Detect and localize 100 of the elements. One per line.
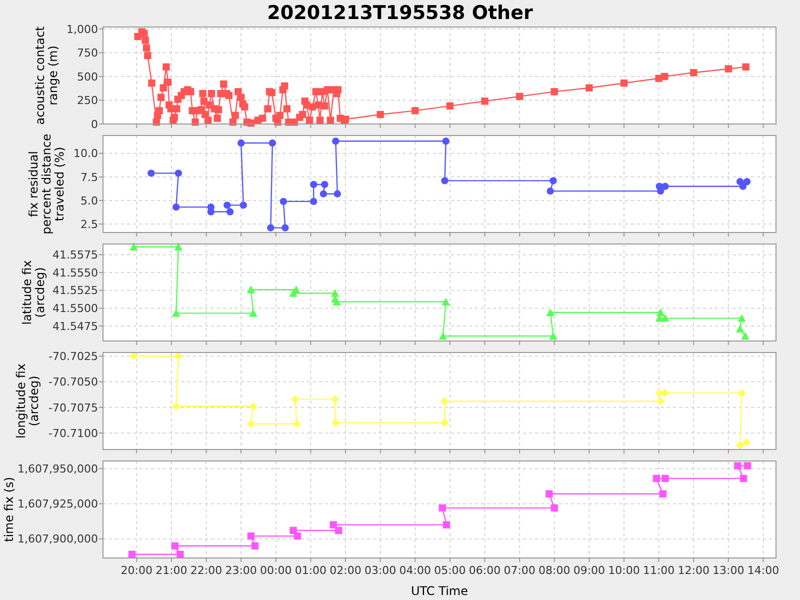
point: [736, 324, 744, 332]
x-tick-label: 22:00: [190, 564, 222, 577]
point: [438, 504, 446, 512]
point: [656, 308, 665, 316]
point: [171, 542, 179, 550]
point: [226, 208, 234, 216]
x-tick-label: 21:00: [156, 564, 188, 577]
x-tick-label: 13:00: [712, 564, 744, 577]
point: [292, 420, 301, 428]
y-tick-label: -70.7100: [48, 426, 98, 440]
point: [334, 190, 341, 198]
point: [744, 462, 752, 470]
y-tick-label: -70.7025: [48, 350, 98, 363]
point: [330, 521, 337, 528]
y-tick-label: 41.5500: [52, 302, 98, 316]
point: [247, 532, 255, 540]
point: [176, 550, 184, 558]
point: [268, 139, 276, 147]
point: [740, 474, 748, 482]
point: [249, 309, 258, 317]
point: [741, 332, 750, 340]
point: [442, 298, 450, 306]
x-tick-label: 03:00: [364, 564, 396, 577]
point: [441, 177, 448, 184]
y-tick-label: 750: [77, 46, 98, 60]
point: [251, 542, 259, 550]
point: [310, 180, 318, 188]
point: [237, 139, 245, 147]
point: [743, 178, 751, 186]
point: [546, 187, 554, 195]
y-tick-label: 41.5575: [52, 248, 98, 262]
point: [172, 402, 180, 410]
point: [332, 138, 340, 145]
x-tick-label: 20:00: [120, 564, 152, 577]
point: [280, 198, 288, 206]
chart-title: 20201213T195538 Other: [267, 2, 534, 24]
point: [550, 177, 557, 184]
point: [148, 170, 155, 177]
point: [734, 462, 742, 470]
point: [246, 286, 256, 294]
point: [330, 289, 340, 297]
y-tick-label: 7.5: [80, 170, 98, 184]
point: [321, 180, 328, 188]
y-tick-label: 500: [77, 70, 98, 84]
y-tick-label: 250: [77, 94, 98, 108]
point: [174, 242, 183, 250]
y-axis-title: acoustic contact range (m): [33, 26, 60, 125]
point: [332, 298, 341, 306]
y-tick-label: 41.5550: [52, 266, 98, 280]
y-tick-label: 0: [91, 118, 98, 131]
y-tick-label: 1,000: [66, 22, 98, 36]
x-tick-label: 23:00: [225, 564, 257, 577]
point: [246, 420, 256, 428]
point: [438, 332, 448, 340]
point: [128, 550, 136, 558]
point: [546, 308, 554, 316]
x-axis-title: UTC Time: [411, 584, 468, 598]
point: [661, 314, 670, 322]
point: [546, 490, 553, 498]
y-tick-label: 10.0: [74, 147, 98, 160]
x-tick-label: 14:00: [747, 564, 780, 577]
point: [207, 208, 215, 216]
point: [736, 178, 744, 186]
x-tick-label: 08:00: [538, 564, 570, 577]
point: [249, 402, 258, 410]
point: [240, 202, 247, 209]
point: [442, 138, 450, 145]
x-tick-label: 11:00: [642, 564, 675, 577]
point: [282, 224, 289, 232]
point: [172, 203, 180, 211]
x-tick-label: 05:00: [434, 564, 466, 577]
y-tick-label: 41.5475: [52, 320, 98, 333]
point: [738, 314, 746, 322]
point: [290, 395, 300, 404]
x-tick-label: 02:00: [330, 564, 362, 577]
x-tick-label: 04:00: [399, 564, 431, 577]
point: [652, 474, 660, 482]
point: [440, 418, 449, 427]
point: [290, 526, 297, 534]
point: [174, 170, 182, 177]
point: [267, 224, 274, 232]
point: [738, 388, 746, 398]
point: [442, 521, 450, 528]
y-tick-label: 1,607,950,000: [18, 462, 98, 476]
point: [549, 332, 558, 340]
point: [310, 198, 318, 206]
point: [330, 395, 340, 404]
point: [655, 388, 664, 398]
y-axis-title: fix residual percent distance traveled (%): [26, 134, 66, 234]
y-tick-label: 1,607,925,000: [18, 498, 98, 511]
point: [662, 182, 669, 190]
x-tick-label: 12:00: [678, 564, 710, 577]
point: [289, 289, 298, 297]
x-tick-label: 00:00: [260, 564, 292, 577]
y-axis-title: longitude fix (arcdeg): [14, 363, 41, 439]
y-tick-label: 2.5: [80, 218, 98, 231]
x-tick-label: 07:00: [504, 564, 536, 577]
point: [742, 438, 751, 446]
x-tick-label: 09:00: [573, 564, 606, 577]
x-tick-label: 06:00: [468, 564, 501, 577]
